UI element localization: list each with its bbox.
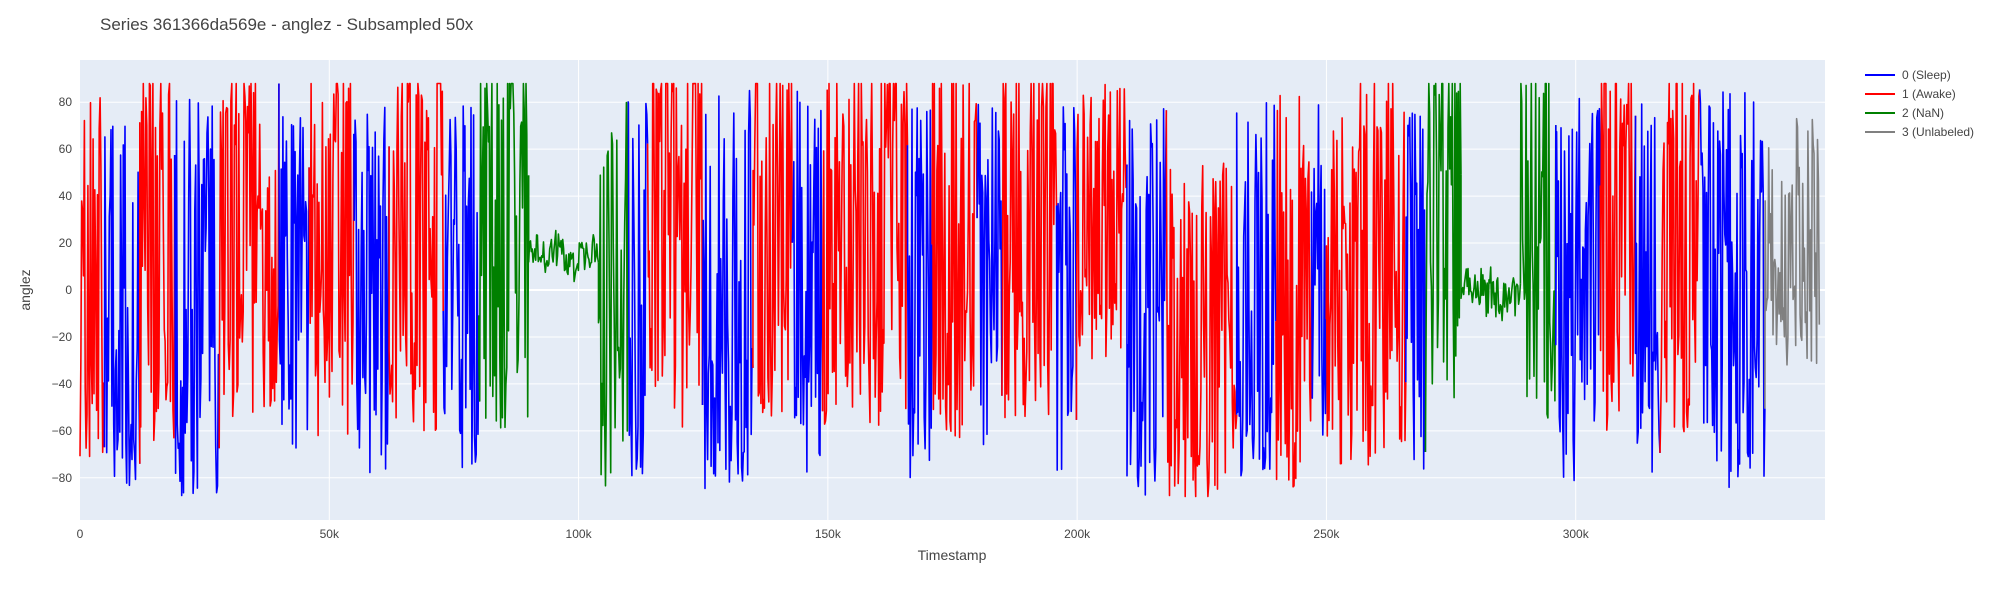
series-0-segment-35 bbox=[1555, 97, 1602, 482]
legend[interactable]: 0 (Sleep) 1 (Awake) 2 (NaN) 3 (Unlabeled) bbox=[1865, 68, 1974, 139]
x-axis-ticks: 0 50k 100k 150k 200k 250k 300k bbox=[77, 527, 1590, 541]
y-tick-label: −40 bbox=[52, 377, 73, 391]
series-0-segment-15 bbox=[701, 89, 754, 490]
series-0-segment-29 bbox=[1310, 104, 1328, 436]
series-0-segment-27 bbox=[1235, 102, 1277, 477]
series-lines bbox=[79, 82, 1821, 498]
series-0-segment-13 bbox=[627, 101, 649, 477]
series-2-segment-11 bbox=[527, 175, 600, 283]
y-tick-label: 80 bbox=[59, 95, 73, 109]
series-2-segment-34 bbox=[1519, 82, 1557, 419]
x-tick-label: 250k bbox=[1313, 527, 1340, 541]
x-tick-label: 150k bbox=[815, 527, 842, 541]
series-1-segment-4 bbox=[218, 82, 280, 449]
legend-item-0[interactable]: 0 (Sleep) bbox=[1865, 68, 1951, 82]
series-2-segment-33 bbox=[1460, 174, 1522, 322]
series-1-segment-38 bbox=[1659, 82, 1701, 453]
series-0-segment-5 bbox=[278, 83, 310, 449]
series-0-segment-31 bbox=[1405, 112, 1427, 470]
legend-label: 3 (Unlabeled) bbox=[1902, 125, 1974, 139]
x-tick-label: 200k bbox=[1064, 527, 1091, 541]
series-0-segment-23 bbox=[1055, 106, 1078, 471]
series-1-segment-22 bbox=[1001, 82, 1058, 419]
series-0-segment-19 bbox=[906, 107, 933, 479]
y-tick-label: −20 bbox=[52, 330, 73, 344]
series-2-segment-32 bbox=[1424, 82, 1462, 453]
x-tick-label: 0 bbox=[77, 527, 84, 541]
series-2-segment-12 bbox=[597, 101, 629, 487]
series-1-segment-24 bbox=[1075, 83, 1128, 420]
series-1-segment-18 bbox=[821, 82, 909, 426]
series-0-segment-37 bbox=[1634, 103, 1661, 473]
series-1-segment-14 bbox=[646, 82, 704, 428]
series-1-segment-8 bbox=[388, 82, 444, 432]
y-tick-label: 40 bbox=[59, 189, 73, 203]
legend-label: 0 (Sleep) bbox=[1902, 68, 1951, 82]
series-1-segment-20 bbox=[931, 82, 978, 439]
series-1-segment-26 bbox=[1165, 110, 1238, 498]
series-0-segment-3 bbox=[173, 98, 220, 497]
x-tick-label: 300k bbox=[1563, 527, 1590, 541]
y-axis-ticks: −80 −60 −40 −20 0 20 40 60 80 bbox=[52, 95, 73, 485]
y-axis-title: anglez bbox=[17, 269, 33, 310]
series-1-segment-36 bbox=[1599, 82, 1637, 431]
series-0-segment-1 bbox=[103, 125, 141, 487]
y-tick-label: −60 bbox=[52, 424, 73, 438]
series-0-segment-7 bbox=[353, 106, 390, 474]
x-tick-label: 100k bbox=[566, 527, 593, 541]
series-2-segment-10 bbox=[478, 82, 530, 429]
legend-item-3[interactable]: 3 (Unlabeled) bbox=[1865, 125, 1974, 139]
series-0-segment-25 bbox=[1126, 108, 1168, 496]
legend-item-1[interactable]: 1 (Awake) bbox=[1865, 87, 1956, 101]
series-0-segment-17 bbox=[791, 90, 824, 473]
x-tick-label: 50k bbox=[320, 527, 340, 541]
legend-label: 2 (NaN) bbox=[1902, 106, 1944, 120]
series-0-segment-21 bbox=[976, 103, 1003, 446]
legend-item-2[interactable]: 2 (NaN) bbox=[1865, 106, 1944, 120]
series-0-segment-39 bbox=[1698, 89, 1766, 489]
y-tick-label: 20 bbox=[59, 236, 73, 250]
y-tick-label: 0 bbox=[65, 283, 72, 297]
series-1-segment-6 bbox=[308, 82, 355, 437]
series-1-segment-2 bbox=[139, 82, 176, 464]
x-axis-title: Timestamp bbox=[918, 547, 987, 563]
series-3-segment-40 bbox=[1764, 117, 1821, 409]
series-0-segment-9 bbox=[442, 105, 480, 469]
series-1-segment-0 bbox=[79, 97, 106, 458]
y-tick-label: 60 bbox=[59, 142, 73, 156]
series-1-segment-16 bbox=[752, 82, 794, 417]
chart-title: Series 361366da569e - anglez - Subsample… bbox=[100, 15, 474, 34]
legend-label: 1 (Awake) bbox=[1902, 87, 1956, 101]
y-tick-label: −80 bbox=[52, 471, 73, 485]
series-1-segment-30 bbox=[1325, 82, 1407, 466]
series-1-segment-28 bbox=[1275, 94, 1313, 488]
